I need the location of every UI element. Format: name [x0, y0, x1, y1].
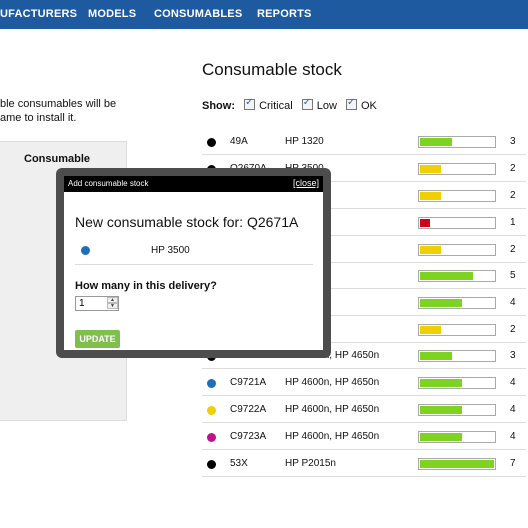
dialog-divider: [75, 264, 313, 265]
stock-level-fill: [420, 406, 462, 414]
stock-level-fill: [420, 192, 441, 200]
consumable-code: 53X: [230, 458, 248, 469]
filter-ok-label: OK: [361, 100, 377, 112]
printer-models: HP 4600n, HP 4650n: [285, 404, 380, 415]
printer-models: HP 4600n, HP 4650n: [285, 431, 380, 442]
intro-text-line-1: ble consumables will be: [0, 98, 117, 110]
toner-color-dot: [207, 433, 216, 442]
table-row[interactable]: C9722A HP 4600n, HP 4650n 4: [202, 396, 526, 423]
stock-count: 3: [510, 350, 516, 361]
modal-frame: Add consumable stock [close] New consuma…: [56, 168, 331, 358]
stock-count: 7: [510, 458, 516, 469]
nav-reports[interactable]: REPORTS: [257, 8, 312, 20]
stock-level-bar: [418, 190, 496, 202]
stock-level-bar: [418, 377, 496, 389]
consumable-code: C9721A: [230, 377, 267, 388]
stock-count: 4: [510, 404, 516, 415]
consumable-code: C9723A: [230, 431, 267, 442]
quantity-label: How many in this delivery?: [75, 280, 217, 292]
filter-critical-checkbox[interactable]: [244, 97, 256, 110]
stock-level-fill: [420, 165, 441, 173]
stock-count: 1: [510, 217, 516, 228]
stock-count: 2: [510, 244, 516, 255]
stock-level-bar: [418, 404, 496, 416]
consumable-code: C9722A: [230, 404, 267, 415]
stock-count: 4: [510, 297, 516, 308]
toner-color-dot: [207, 460, 216, 469]
stock-level-fill: [420, 246, 441, 254]
table-row[interactable]: 2: [202, 236, 526, 263]
consumable-panel-title: Consumable: [24, 153, 91, 165]
table-row[interactable]: 2: [202, 182, 526, 209]
stock-count: 2: [510, 163, 516, 174]
stock-level-bar: [418, 297, 496, 309]
stock-level-bar: [418, 163, 496, 175]
nav-manufacturers[interactable]: UFACTURERS: [0, 8, 78, 20]
stock-level-fill: [420, 352, 452, 360]
dialog-heading: New consumable stock for: Q2671A: [75, 214, 299, 230]
stock-count: 4: [510, 431, 516, 442]
filter-low-checkbox[interactable]: [301, 97, 313, 110]
stock-level-bar: [418, 217, 496, 229]
top-nav: UFACTURERS MODELS CONSUMABLES REPORTS: [0, 0, 528, 29]
dialog-close-link[interactable]: [close]: [292, 178, 319, 188]
intro-text-line-2: ame to install it.: [0, 112, 77, 124]
stock-level-bar: [418, 244, 496, 256]
printer-models: HP 1320: [285, 136, 324, 147]
stock-count: 2: [510, 190, 516, 201]
add-stock-dialog: Add consumable stock [close] New consuma…: [64, 176, 323, 350]
stock-level-bar: [418, 431, 496, 443]
toner-color-dot: [207, 138, 216, 147]
toner-color-dot: [81, 246, 90, 255]
stock-level-fill: [420, 460, 494, 468]
filter-ok-checkbox[interactable]: [346, 97, 357, 110]
filter-low-label: Low: [316, 100, 337, 112]
stock-level-fill: [420, 299, 462, 307]
table-row[interactable]: n 5: [202, 262, 526, 289]
nav-models[interactable]: MODELS: [88, 8, 137, 20]
table-row[interactable]: 49A HP 1320 3: [202, 128, 526, 155]
table-row[interactable]: C9721A HP 4600n, HP 4650n 4: [202, 369, 526, 396]
stock-level-bar: [418, 324, 496, 336]
consumable-code: 49A: [230, 136, 248, 147]
stepper-down-icon[interactable]: ▼: [107, 303, 118, 309]
stock-level-fill: [420, 326, 441, 334]
nav-consumables[interactable]: CONSUMABLES: [154, 8, 243, 20]
table-row[interactable]: 53X HP P2015n 7: [202, 450, 526, 477]
stock-count: 4: [510, 377, 516, 388]
printer-models: HP P2015n: [285, 458, 336, 469]
quantity-stepper[interactable]: ▲ ▼: [107, 297, 118, 310]
table-row[interactable]: C9723A HP 4600n, HP 4650n 4: [202, 423, 526, 450]
stock-level-bar: [418, 136, 496, 148]
stock-level-bar: [418, 350, 496, 362]
toner-color-dot: [207, 379, 216, 388]
table-row[interactable]: 1: [202, 209, 526, 236]
stock-count: 2: [510, 324, 516, 335]
stock-level-fill: [420, 219, 430, 227]
filter-critical-label: Critical: [259, 100, 293, 112]
stock-level-fill: [420, 433, 462, 441]
dialog-title: Add consumable stock: [68, 179, 149, 188]
dialog-printer-model: HP 3500: [151, 245, 190, 256]
table-row[interactable]: n 2: [202, 316, 526, 343]
stock-level-bar: [418, 458, 496, 470]
show-filters: Show: Critical Low OK: [202, 97, 377, 112]
stock-level-bar: [418, 270, 496, 282]
stock-level-fill: [420, 379, 462, 387]
stock-level-fill: [420, 138, 452, 146]
stepper-up-icon[interactable]: ▲: [107, 297, 118, 303]
printer-models: HP 4600n, HP 4650n: [285, 350, 380, 361]
printer-models: HP 4600n, HP 4650n: [285, 377, 380, 388]
show-label: Show:: [202, 100, 235, 112]
stock-count: 3: [510, 136, 516, 147]
stock-count: 5: [510, 270, 516, 281]
dialog-header: Add consumable stock [close]: [64, 176, 323, 192]
toner-color-dot: [207, 406, 216, 415]
page-title: Consumable stock: [202, 60, 342, 79]
update-button[interactable]: UPDATE: [75, 330, 120, 348]
stock-level-fill: [420, 272, 473, 280]
